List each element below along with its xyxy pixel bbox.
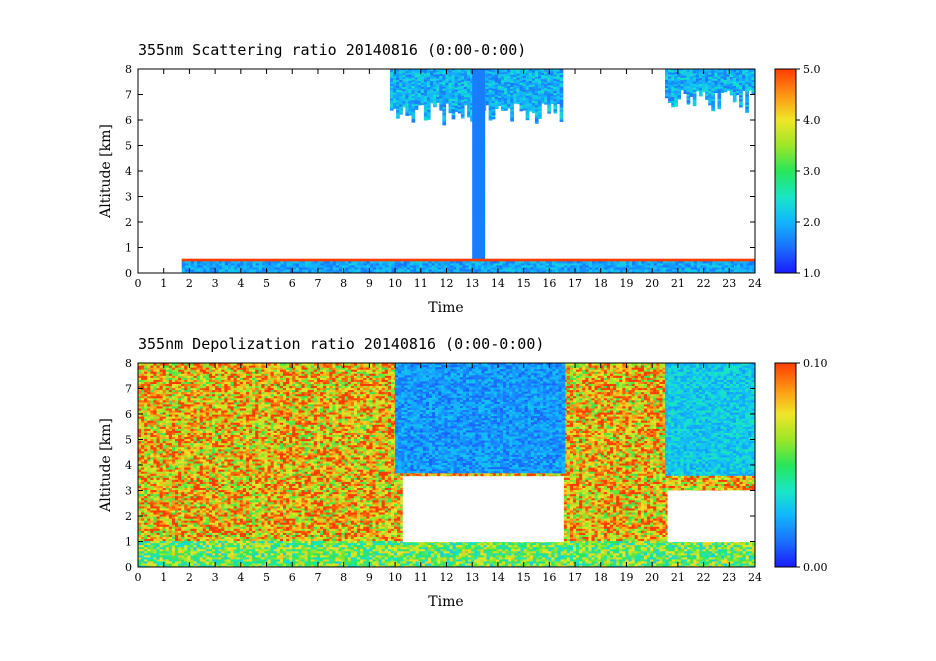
x-tick-label: 20 — [645, 277, 659, 290]
colorbar-ticks: 1.0 2.0 3.0 4.0 5.0 — [796, 63, 821, 280]
chart-title: 355nm Scattering ratio 20140816 (0:00-0:… — [138, 41, 526, 59]
colorbar-tick-label: 3.0 — [803, 165, 821, 178]
x-tick-label: 23 — [722, 277, 736, 290]
y-tick-label: 6 — [125, 114, 132, 127]
x-tick-label: 14 — [491, 277, 505, 290]
x-tick-label: 19 — [619, 277, 633, 290]
x-tick-label: 24 — [748, 277, 762, 290]
y-axis-label: Altitude [km] — [98, 124, 114, 219]
x-tick-label: 8 — [340, 277, 347, 290]
colorbar-tick-label: 1.0 — [803, 267, 821, 280]
x-tick-label: 12 — [440, 277, 454, 290]
heatmap-cell — [752, 259, 756, 262]
x-tick-label: 13 — [465, 277, 479, 290]
colorbar-tick-label: 2.0 — [803, 216, 821, 229]
y-tick-label: 5 — [125, 140, 132, 153]
y-tick-label: 3 — [125, 191, 132, 204]
colorbar-tick-label: 4.0 — [803, 114, 821, 127]
x-tick-label: 5 — [263, 277, 270, 290]
x-tick-label: 17 — [568, 277, 582, 290]
scattering-panel: 355nm Scattering ratio 20140816 (0:00-0:… — [98, 41, 821, 316]
y-tick-label: 4 — [125, 165, 132, 178]
y-tick-label: 8 — [125, 63, 132, 76]
lidar-figure: 355nm Scattering ratio 20140816 (0:00-0:… — [0, 0, 936, 661]
x-tick-label: 21 — [671, 277, 685, 290]
x-tick-label: 11 — [414, 277, 428, 290]
x-tick-label: 7 — [314, 277, 321, 290]
x-tick-label: 2 — [186, 277, 193, 290]
y-tick-label: 1 — [125, 242, 132, 255]
x-tick-label: 10 — [388, 277, 402, 290]
x-tick-label: 16 — [542, 277, 556, 290]
x-tick-label: 9 — [366, 277, 373, 290]
colorbar — [775, 69, 796, 273]
colorbar-tick-label: 5.0 — [803, 63, 821, 76]
depolarization-heatmap — [138, 362, 758, 567]
y-tick-label: 2 — [125, 216, 132, 229]
x-tick-label: 3 — [212, 277, 219, 290]
x-tick-label: 15 — [517, 277, 531, 290]
x-tick-label: 1 — [160, 277, 167, 290]
x-tick-label: 18 — [594, 277, 608, 290]
scattering-heatmap — [182, 67, 756, 274]
x-axis-label: Time — [428, 300, 463, 316]
x-tick-label: 0 — [135, 277, 142, 290]
y-tick-label: 7 — [125, 89, 132, 102]
x-tick-label: 4 — [237, 277, 244, 290]
x-tick-label: 22 — [697, 277, 711, 290]
depolarization-panel: 355nm Depolization ratio 20140816 (0:00-… — [98, 335, 828, 610]
x-tick-label: 6 — [289, 277, 296, 290]
chart-title: 355nm Depolization ratio 20140816 (0:00-… — [138, 335, 544, 353]
y-tick-label: 0 — [125, 267, 132, 280]
